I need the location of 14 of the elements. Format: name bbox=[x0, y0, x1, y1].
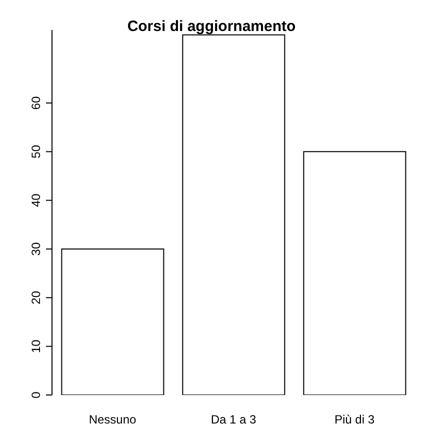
y-tick-label: 20 bbox=[29, 290, 43, 304]
y-tick-label: 10 bbox=[29, 339, 43, 354]
bar bbox=[61, 248, 164, 395]
y-tick-label: 60 bbox=[29, 96, 43, 110]
chart-title: Corsi di aggiornamento bbox=[126, 18, 297, 35]
y-tick-label: 50 bbox=[29, 144, 43, 158]
x-tick-label: Nessuno bbox=[88, 412, 136, 427]
bar bbox=[303, 151, 406, 395]
y-tick-label: 40 bbox=[29, 193, 43, 208]
y-tick-label: 0 bbox=[29, 391, 43, 398]
bar bbox=[182, 34, 286, 395]
x-tick-label: Più di 3 bbox=[334, 412, 375, 427]
x-tick-label: Da 1 a 3 bbox=[210, 412, 256, 427]
y-tick-label: 30 bbox=[29, 242, 43, 256]
